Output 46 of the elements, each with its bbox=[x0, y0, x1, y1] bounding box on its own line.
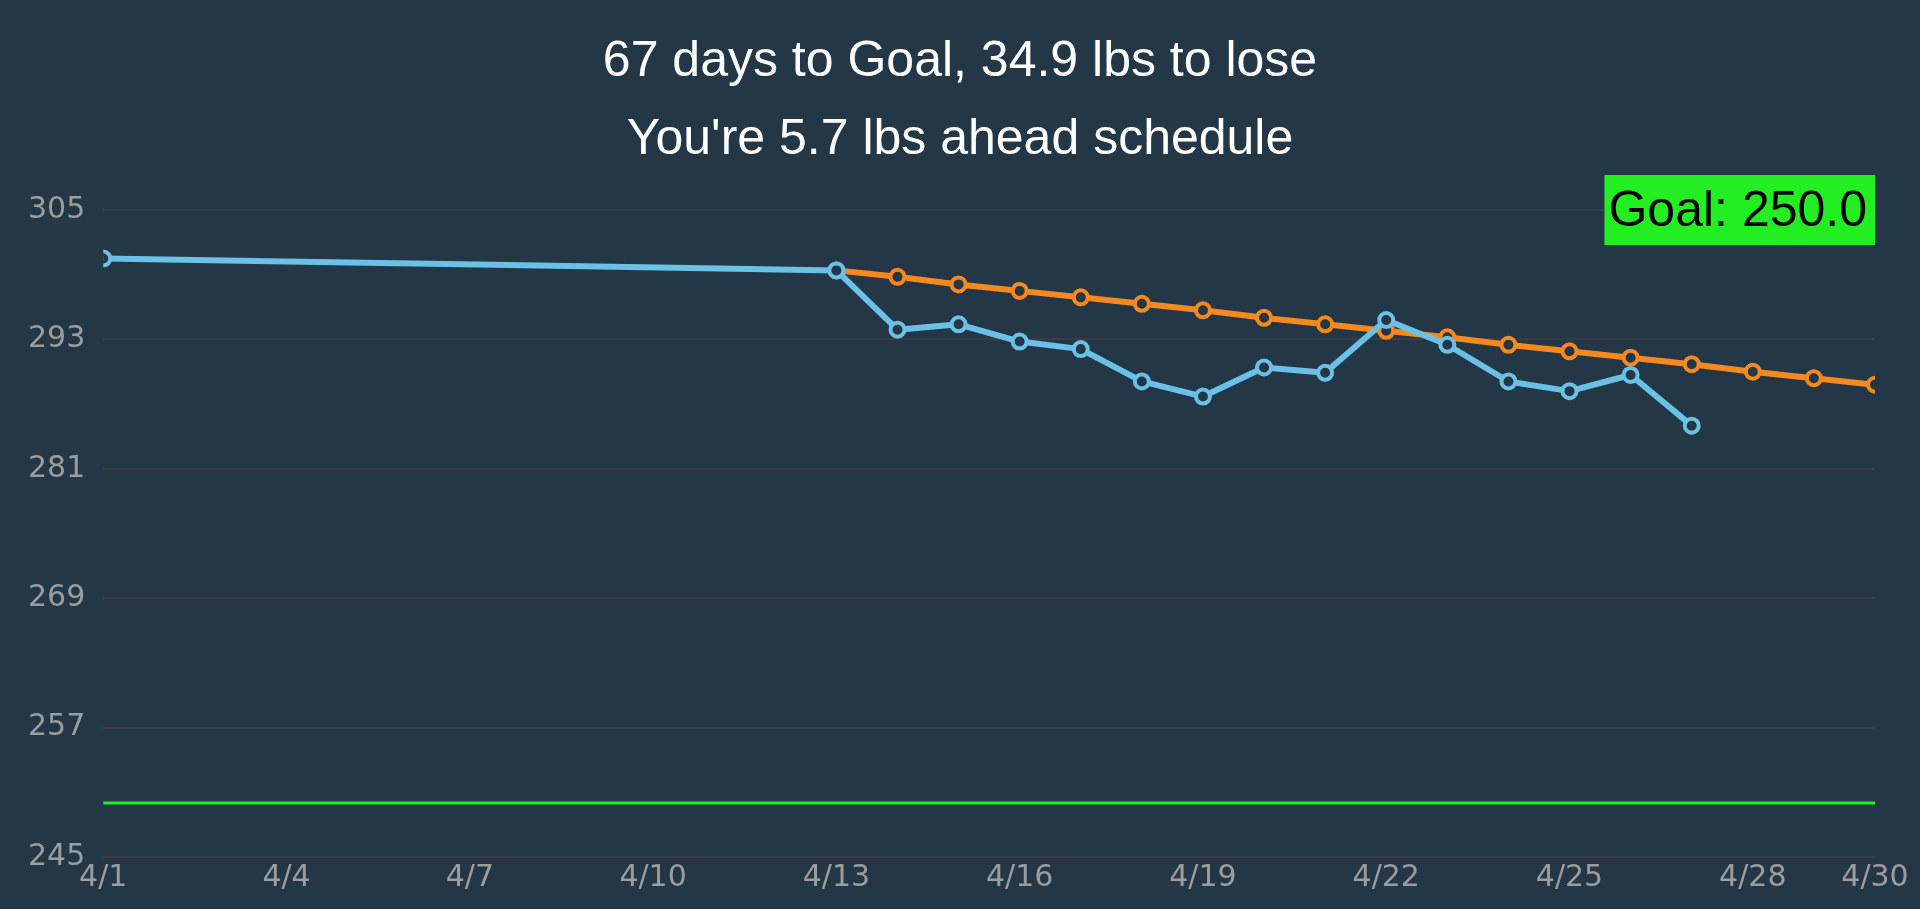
point bbox=[949, 275, 968, 294]
point bbox=[1010, 332, 1029, 351]
x-tick-label: 4/7 bbox=[445, 857, 494, 893]
point bbox=[1193, 387, 1212, 406]
chart-subtitle: You're 5.7 lbs ahead schedule bbox=[625, 108, 1295, 167]
point bbox=[1560, 342, 1579, 361]
y-tick-label: 293 bbox=[28, 319, 86, 355]
point bbox=[1193, 301, 1212, 320]
point bbox=[1316, 315, 1335, 334]
point bbox=[1255, 308, 1274, 327]
point bbox=[1377, 310, 1396, 329]
y-tick-label: 305 bbox=[28, 189, 86, 225]
x-tick-label: 4/4 bbox=[262, 857, 311, 893]
point bbox=[1255, 358, 1274, 377]
x-tick-label: 4/22 bbox=[1352, 857, 1420, 893]
chart-title: 67 days to Goal, 34.9 lbs to lose bbox=[601, 30, 1319, 89]
point bbox=[1132, 372, 1151, 391]
point bbox=[1621, 365, 1640, 384]
annotation: Goal: 250.0 bbox=[1608, 180, 1868, 237]
point bbox=[949, 315, 968, 334]
point bbox=[1316, 363, 1335, 382]
point bbox=[1682, 355, 1701, 374]
y-tick-label: 281 bbox=[28, 448, 86, 484]
x-tick-label: 4/25 bbox=[1535, 857, 1604, 893]
point bbox=[1743, 362, 1762, 381]
x-tick-label: 4/10 bbox=[619, 857, 687, 893]
x-tick-label: 4/30 bbox=[1841, 857, 1909, 893]
point bbox=[1621, 348, 1640, 367]
point bbox=[888, 267, 907, 286]
point bbox=[1132, 294, 1151, 313]
point bbox=[1071, 288, 1090, 307]
point bbox=[1804, 369, 1823, 388]
point bbox=[1010, 281, 1029, 300]
point bbox=[1682, 416, 1701, 435]
point bbox=[1499, 335, 1518, 354]
point bbox=[1499, 372, 1518, 391]
point bbox=[1071, 340, 1090, 359]
x-tick-label: 4/19 bbox=[1169, 857, 1237, 893]
x-tick-label: 4/28 bbox=[1719, 857, 1787, 893]
x-tick-label: 4/13 bbox=[802, 857, 871, 893]
y-tick-label: 269 bbox=[28, 578, 86, 613]
y-tick-label: 257 bbox=[28, 707, 86, 743]
point bbox=[1438, 335, 1457, 354]
point bbox=[1560, 382, 1579, 401]
x-tick-label: 4/16 bbox=[985, 857, 1054, 893]
point bbox=[888, 320, 907, 339]
